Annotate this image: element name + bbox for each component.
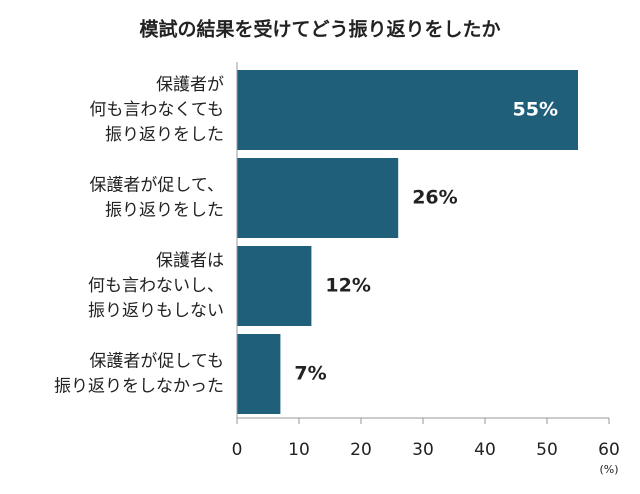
y-tick-label: 保護者が (156, 75, 224, 95)
value-label: 7% (294, 363, 326, 385)
y-tick-label: 保護者が促しても (89, 352, 224, 372)
x-tick-label: 10 (288, 440, 310, 460)
value-label: 55% (513, 99, 558, 121)
x-tick-label: 0 (232, 440, 243, 460)
bar (237, 158, 399, 238)
y-tick-label: 振り返りをしなかった (54, 377, 224, 397)
y-tick-label: 保護者が促して、 (89, 176, 224, 196)
bar (237, 70, 578, 150)
x-tick-label: 40 (474, 440, 496, 460)
y-tick-label: 振り返りをした (105, 201, 224, 221)
y-tick-label: 振り返りをした (105, 125, 224, 145)
x-unit: (%) (599, 463, 618, 476)
y-tick-label: 何も言わなくても (89, 100, 224, 120)
bar (237, 334, 281, 414)
x-tick-label: 20 (350, 440, 372, 460)
bar (237, 246, 312, 326)
x-tick-label: 60 (598, 440, 620, 460)
y-tick-label: 振り返りもしない (88, 301, 224, 321)
y-tick-label: 保護者は (156, 251, 224, 271)
x-tick-label: 50 (536, 440, 558, 460)
value-label: 26% (412, 187, 457, 209)
x-tick-label: 30 (412, 440, 434, 460)
y-tick-label: 何も言わないし、 (88, 276, 224, 296)
chart-title: 模試の結果を受けてどう振り返りをしたか (139, 18, 500, 41)
value-label: 12% (325, 275, 370, 297)
